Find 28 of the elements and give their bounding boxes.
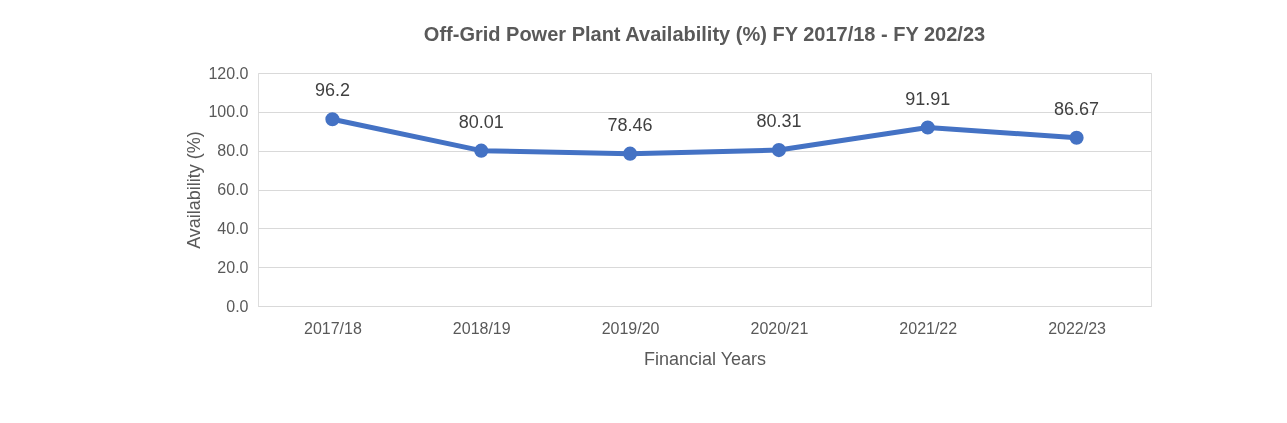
data-label: 86.67	[1054, 98, 1100, 119]
point	[771, 143, 786, 158]
x-tick-label: 2017/18	[303, 319, 362, 337]
y-tick-label: 20.0	[217, 258, 249, 276]
x-tick-label: 2019/20	[601, 319, 660, 337]
chart-title: Off-Grid Power Plant Availability (%) FY 2017/18 - FY 202/23	[423, 23, 986, 45]
point	[325, 112, 340, 127]
data-label: 96.2	[314, 80, 350, 101]
x-tick-label: 2018/19	[452, 319, 511, 337]
data-label: 80.01	[458, 111, 504, 132]
x-tick-label: 2020/21	[750, 319, 809, 337]
y-tick-label: 120.0	[208, 64, 249, 82]
x-tick-label: 2021/22	[899, 319, 958, 337]
x-tick-label: 2022/23	[1048, 319, 1107, 337]
point	[474, 143, 489, 158]
y-tick-label: 60.0	[217, 181, 249, 198]
y-tick-label: 80.0	[217, 142, 249, 160]
y-tick-label: 40.0	[217, 219, 249, 237]
data-label: 80.31	[756, 111, 802, 132]
x-axis-title: Financial Years	[643, 348, 767, 369]
y-axis-title: Availability (%)	[184, 131, 205, 249]
data-label: 78.46	[607, 114, 653, 135]
point	[1069, 130, 1084, 145]
y-tick-label: 0.0	[226, 297, 249, 315]
y-tick-label: 100.0	[208, 103, 249, 121]
point	[623, 146, 638, 161]
point	[920, 120, 935, 135]
data-label: 91.91	[905, 88, 951, 109]
